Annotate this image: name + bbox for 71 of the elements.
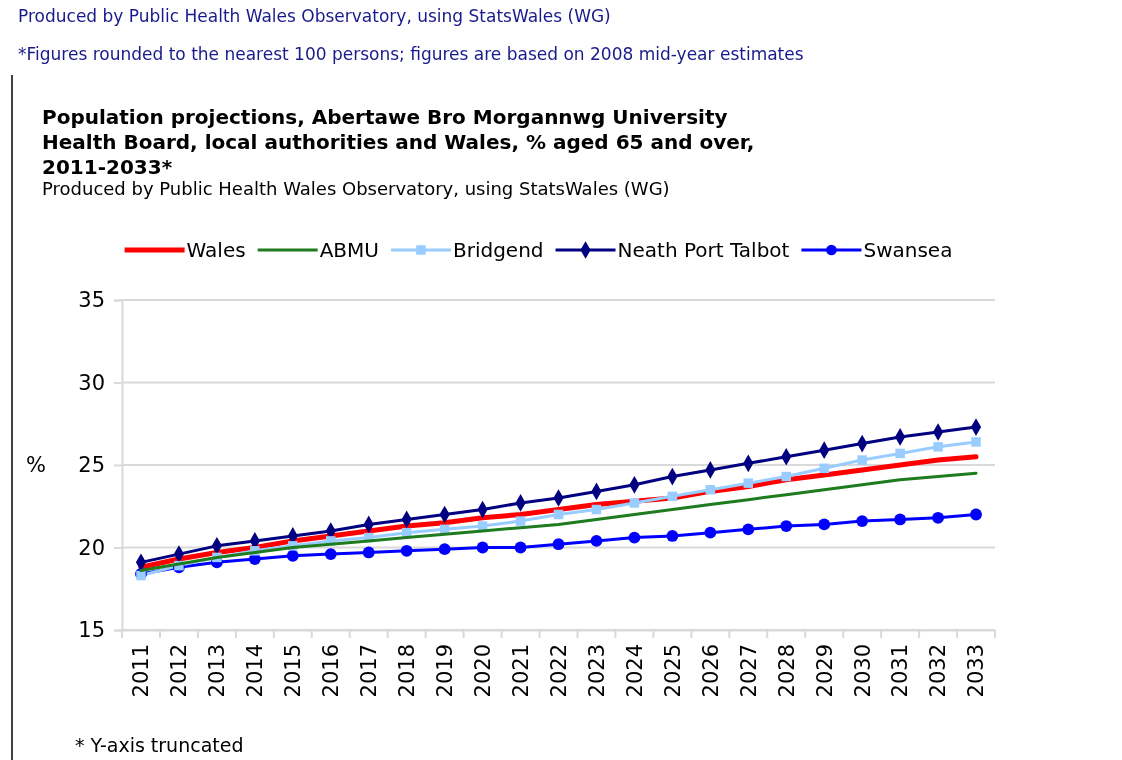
point (933, 442, 943, 452)
y-tick-label: 30 (78, 370, 105, 395)
point (362, 546, 375, 559)
text: Produced by Public Health Wales Observatory, using StatsWales (WG) (18, 6, 611, 26)
x-tick-label: 2016 (319, 644, 344, 698)
point (514, 541, 527, 554)
x-tick-label: 2017 (357, 644, 382, 698)
y-tick-label: 35 (78, 288, 105, 313)
x-tick-label: 2030 (850, 644, 875, 698)
x-tick-label: 2032 (926, 644, 951, 698)
legend-label: Swansea (863, 238, 953, 262)
y-tick-label: 20 (78, 535, 105, 560)
x-tick-label: 2019 (432, 644, 457, 698)
x-tick-label: 2014 (243, 644, 268, 698)
x-tick-label: 2028 (774, 644, 799, 698)
x-tick-label: 2031 (888, 644, 913, 698)
x-tick-label: 2024 (622, 644, 647, 698)
point (667, 491, 678, 502)
y-tick-label: 15 (78, 618, 105, 643)
point (628, 531, 641, 544)
x-tick-label: 2012 (167, 644, 192, 698)
chart-subtitle: Produced by Public Health Wales Observatory, using StatsWales (WG) (42, 178, 670, 199)
x-tick-label: 2018 (395, 644, 420, 698)
legend-label: Neath Port Talbot (617, 238, 790, 262)
x-tick-label: 2015 (281, 644, 306, 698)
point (970, 508, 982, 521)
point (438, 543, 451, 556)
x-tick-label: 2013 (205, 644, 230, 698)
x-tick-label: 2021 (508, 644, 533, 698)
x-tick-label: 2027 (736, 644, 761, 698)
point (971, 437, 981, 447)
point (819, 463, 829, 474)
point (818, 518, 831, 531)
point (894, 513, 907, 526)
legend-label: ABMU (319, 238, 379, 262)
x-tick-label: 2033 (964, 644, 989, 698)
x-tick-label: 2022 (546, 644, 571, 698)
y-axis-title: % (26, 453, 46, 478)
point (552, 538, 565, 551)
x-tick-label: 2026 (698, 644, 723, 698)
point (780, 520, 793, 532)
legend-label: Wales (186, 238, 246, 262)
point (857, 455, 867, 465)
point (286, 549, 299, 562)
legend-label: Bridgend (452, 238, 544, 262)
point (666, 530, 679, 542)
point (591, 504, 602, 515)
y-tick-label: 25 (78, 453, 105, 478)
point (895, 448, 905, 459)
point (629, 498, 640, 508)
chart-title: Population projections, Abertawe Bro Morgannwg University Health Board, local authorities and Wales, % aged 65 and over, 2011-2033* (42, 105, 755, 179)
point (705, 485, 716, 495)
point (856, 515, 869, 528)
x-tick-label: 2020 (470, 644, 495, 698)
point (476, 541, 489, 554)
point (932, 511, 944, 524)
point (743, 478, 754, 488)
point (324, 548, 337, 561)
point (590, 534, 603, 547)
x-tick-label: 2011 (129, 644, 154, 698)
point (400, 544, 413, 557)
text: * Y-axis truncated (75, 734, 244, 756)
point (553, 509, 564, 520)
text: *Figures rounded to the nearest 100 persons; figures are based on 2008 mid-year estimates (18, 44, 804, 64)
x-tick-label: 2025 (660, 644, 685, 698)
x-tick-label: 2023 (584, 644, 609, 698)
point (781, 471, 791, 482)
point (704, 526, 717, 539)
point (515, 516, 526, 526)
x-tick-label: 2029 (812, 644, 837, 698)
point (742, 523, 755, 536)
